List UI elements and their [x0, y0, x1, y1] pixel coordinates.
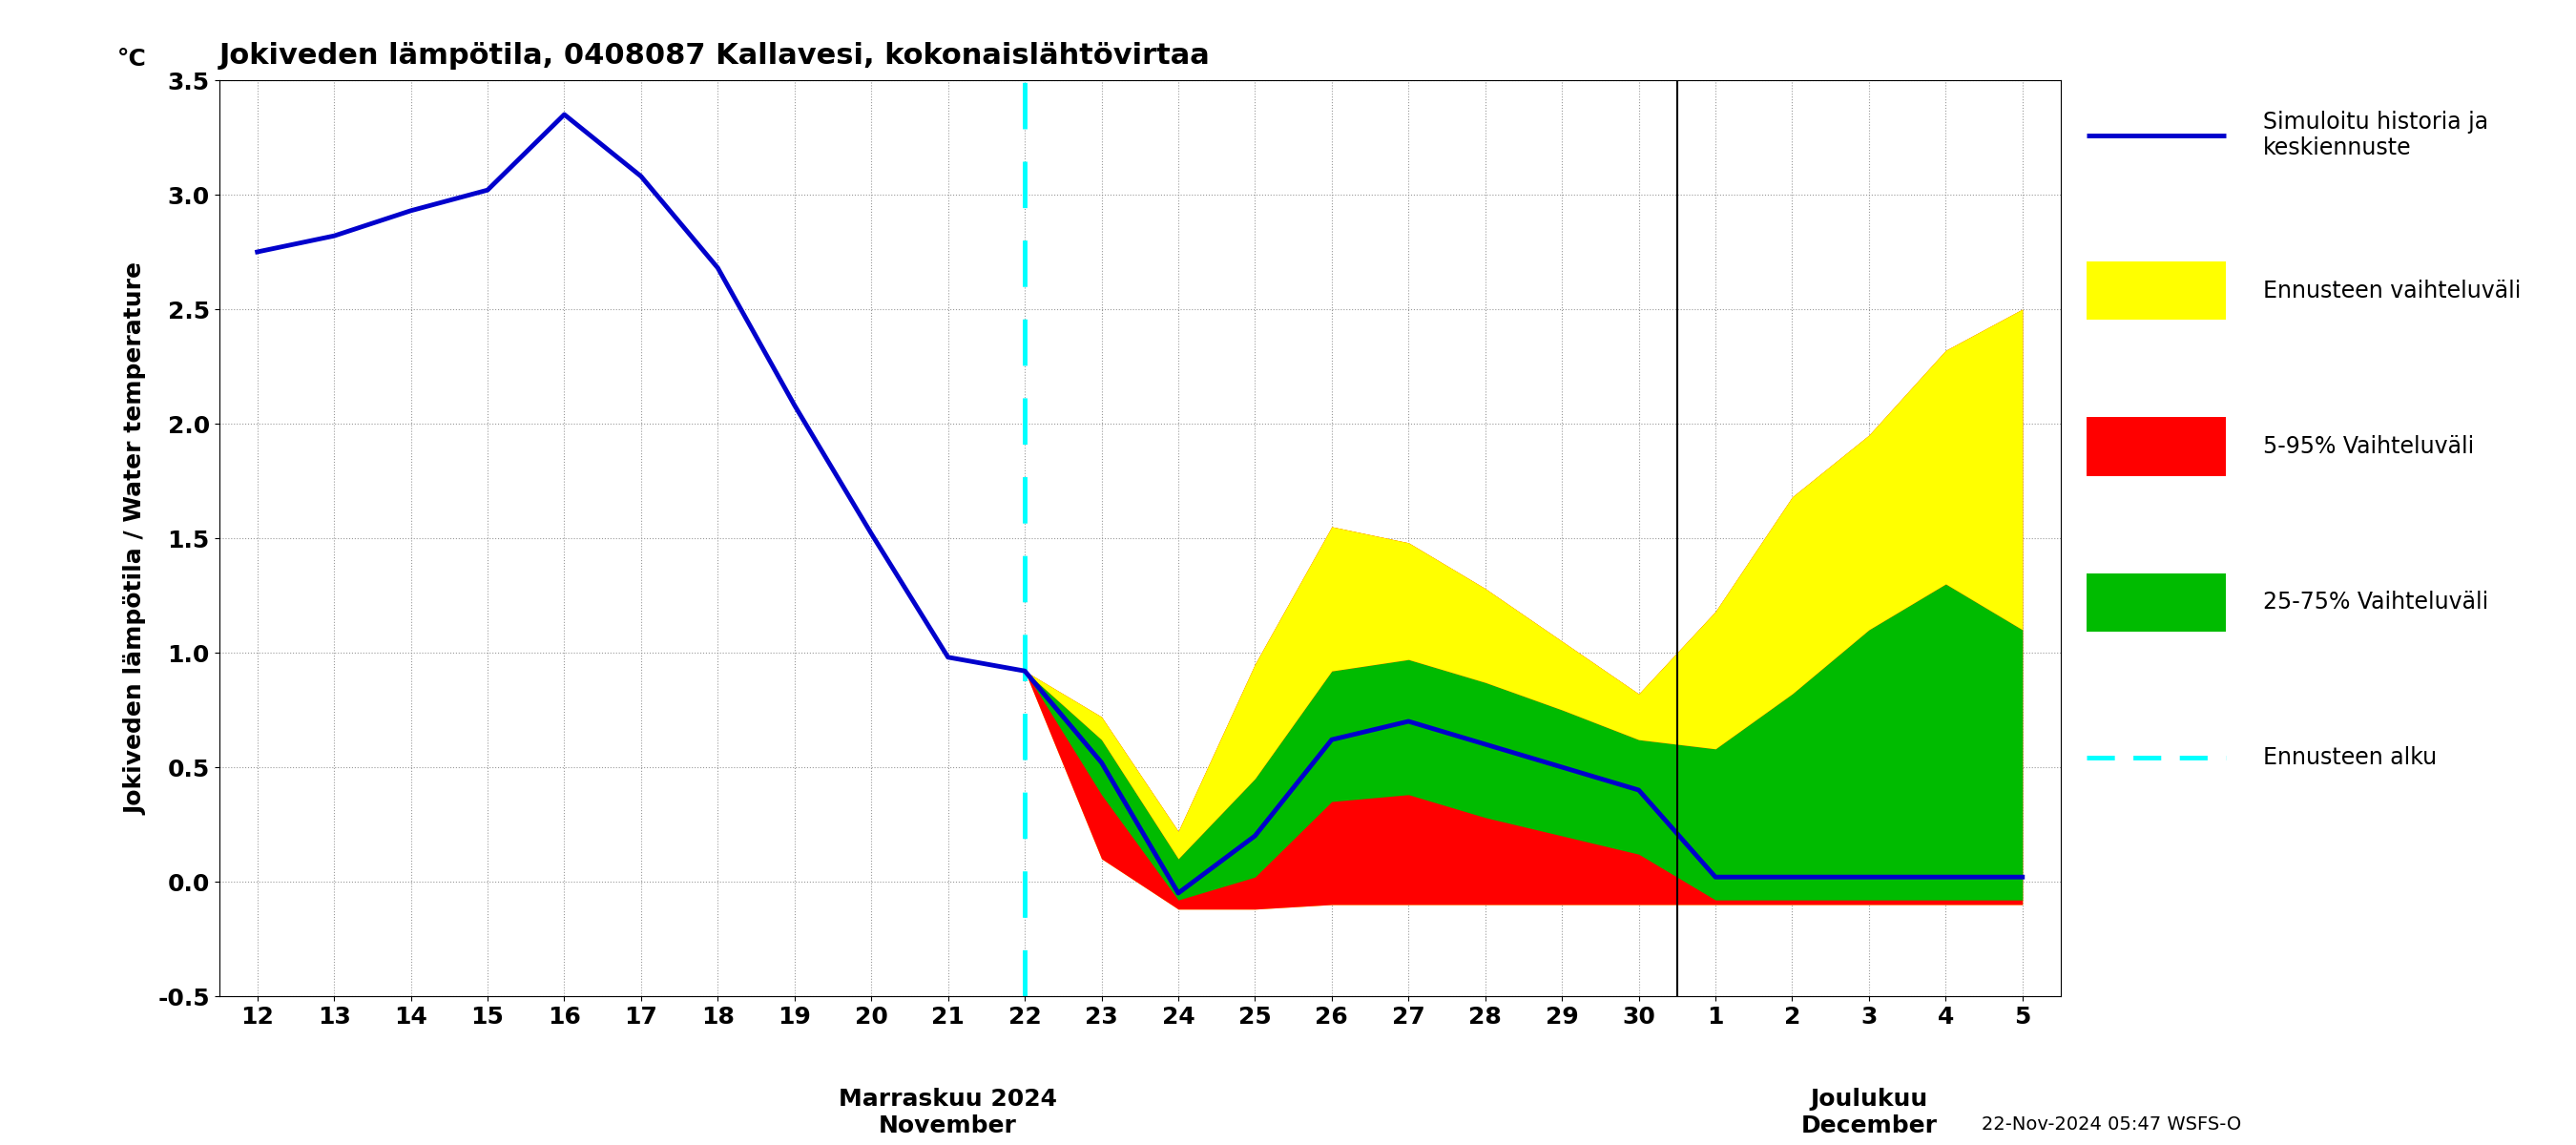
FancyBboxPatch shape [2087, 261, 2226, 319]
Text: Ennusteen alku: Ennusteen alku [2262, 747, 2437, 769]
Text: Joulukuu
December: Joulukuu December [1801, 1088, 1937, 1137]
FancyBboxPatch shape [2087, 418, 2226, 476]
Text: Ennusteen vaihteluväli: Ennusteen vaihteluväli [2262, 279, 2522, 302]
Text: Marraskuu 2024
November: Marraskuu 2024 November [840, 1088, 1056, 1137]
Text: °C: °C [118, 48, 147, 71]
Y-axis label: Jokiveden lämpötila / Water temperature: Jokiveden lämpötila / Water temperature [124, 262, 147, 814]
Text: 5-95% Vaihteluväli: 5-95% Vaihteluväli [2262, 435, 2473, 458]
Text: Simuloitu historia ja
keskiennuste: Simuloitu historia ja keskiennuste [2262, 110, 2488, 160]
Text: 22-Nov-2024 05:47 WSFS-O: 22-Nov-2024 05:47 WSFS-O [1981, 1115, 2241, 1134]
Text: Jokiveden lämpötila, 0408087 Kallavesi, kokonaislähtövirtaa: Jokiveden lämpötila, 0408087 Kallavesi, … [219, 42, 1211, 70]
Text: 25-75% Vaihteluväli: 25-75% Vaihteluväli [2262, 591, 2488, 614]
FancyBboxPatch shape [2087, 572, 2226, 631]
